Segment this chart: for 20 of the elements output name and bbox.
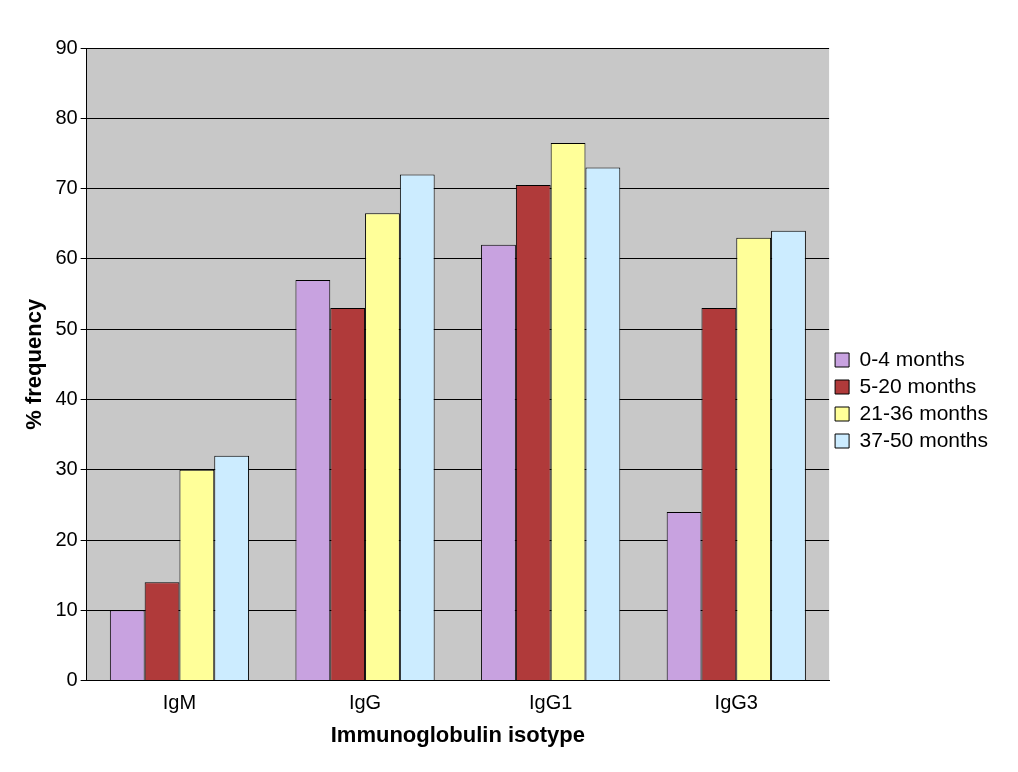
legend-label: 37-50 months xyxy=(859,427,989,451)
legend-label: 5-20 months xyxy=(859,373,977,397)
y-tick-label: 10 xyxy=(55,597,78,620)
y-tick-label: 40 xyxy=(55,386,78,409)
y-tick-label: 70 xyxy=(55,176,78,199)
y-tick-label: 20 xyxy=(55,527,78,550)
x-tick-label: IgG xyxy=(348,691,382,714)
y-tick-label: 90 xyxy=(55,35,78,58)
legend-label: 21-36 months xyxy=(859,400,989,424)
x-tick-label: IgG3 xyxy=(714,691,758,714)
x-tick-label: IgG1 xyxy=(528,691,573,714)
y-tick-label: 50 xyxy=(55,316,78,339)
y-tick-label: 80 xyxy=(55,105,78,128)
y-axis-title: % frequency xyxy=(21,298,47,430)
y-tick-label: 0 xyxy=(66,668,78,691)
y-tick-label: 30 xyxy=(55,457,78,480)
legend-label: 0-4 months xyxy=(859,346,965,370)
x-axis-title: Immunoglobulin isotype xyxy=(330,721,585,747)
y-tick-label: 60 xyxy=(55,246,78,269)
x-tick-label: IgM xyxy=(162,691,197,714)
